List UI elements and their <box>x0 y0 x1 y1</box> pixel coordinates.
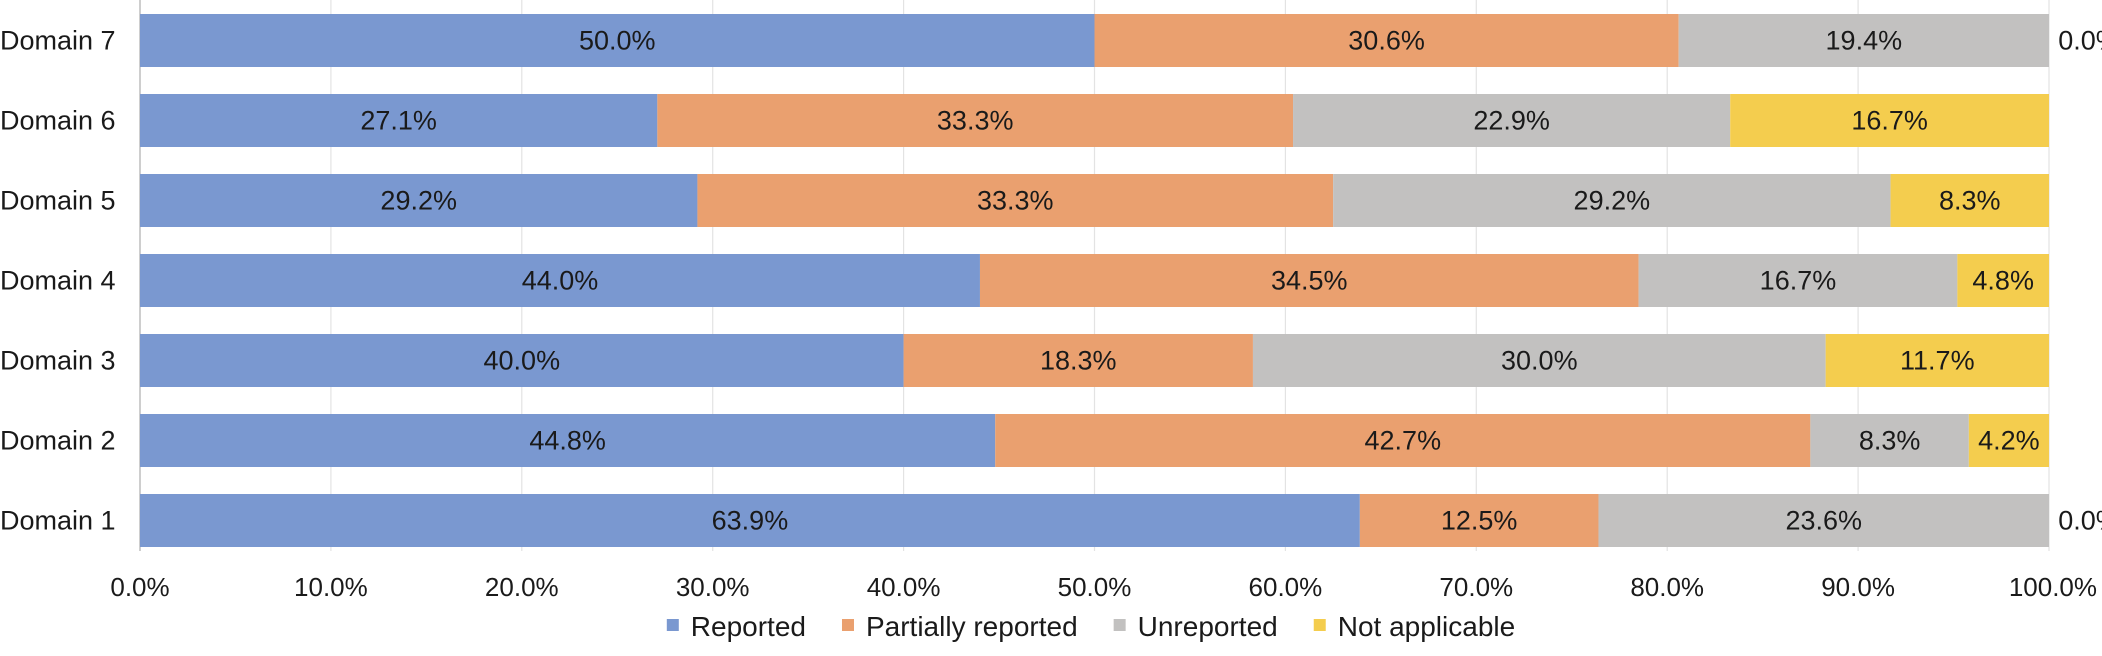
legend-swatch <box>1313 619 1326 631</box>
x-tick-label: 30.0% <box>676 572 750 602</box>
data-label: 12.5% <box>1441 506 1518 536</box>
data-label: 11.7% <box>1900 346 1975 376</box>
data-label: 0.0% <box>2058 26 2102 56</box>
legend-label: Unreported <box>1138 611 1278 642</box>
legend-label: Reported <box>691 611 806 642</box>
bar-segment <box>140 174 698 227</box>
bar-segment <box>1293 94 1731 147</box>
bar-segment <box>140 254 980 307</box>
x-tick-label: 40.0% <box>867 572 941 602</box>
bar-segment <box>903 334 1253 387</box>
legend-swatch <box>1113 619 1126 631</box>
legend-swatch <box>666 619 679 631</box>
data-label: 16.7% <box>1760 266 1837 296</box>
category-label: Domain 1 <box>0 506 116 536</box>
data-labels: 50.0% 30.6% 19.4% 0.0% 27.1% 33.3% 22.9% 16.7% 2… <box>360 26 2102 536</box>
category-label: Domain 2 <box>0 426 116 456</box>
legend: Reported Partially reported Unreported Not … <box>666 611 1515 642</box>
data-label: 42.7% <box>1365 426 1442 456</box>
data-label: 63.9% <box>712 506 789 536</box>
bar-segment <box>140 334 904 387</box>
data-label: 44.8% <box>529 426 606 456</box>
data-label: 33.3% <box>937 106 1014 136</box>
bar-segment <box>697 174 1334 227</box>
data-label: 4.8% <box>1972 266 2034 296</box>
data-label: 8.3% <box>1859 426 1921 456</box>
data-label: 29.2% <box>1574 186 1651 216</box>
x-tick-label: 50.0% <box>1058 572 1132 602</box>
value-axis: 0.0% 10.0% 20.0% 30.0% 40.0% 50.0% 60.0% 70.0% 8… <box>110 572 2097 602</box>
x-tick-label: 70.0% <box>1439 572 1513 602</box>
data-label: 50.0% <box>579 26 656 56</box>
data-label: 22.9% <box>1473 106 1550 136</box>
bar-segment <box>657 94 1294 147</box>
bar-segment <box>995 414 1811 467</box>
bar-segment <box>979 254 1639 307</box>
bar-segment <box>1678 14 2049 67</box>
bar-segment <box>1810 414 1969 467</box>
category-axis: Domain 7 Domain 6 Domain 5 Domain 4 Domain 3… <box>0 26 116 536</box>
bar-segment <box>1333 174 1891 227</box>
x-tick-label: 10.0% <box>294 572 368 602</box>
category-label: Domain 6 <box>0 106 116 136</box>
bar-segment <box>140 94 658 147</box>
category-label: Domain 3 <box>0 346 116 376</box>
data-label: 23.6% <box>1785 506 1862 536</box>
data-label: 29.2% <box>380 186 457 216</box>
x-tick-label: 0.0% <box>110 572 169 602</box>
x-tick-label: 100.0% <box>2009 572 2097 602</box>
data-label: 16.7% <box>1851 106 1928 136</box>
bar-segment <box>1094 14 1679 67</box>
x-tick-label: 20.0% <box>485 572 559 602</box>
category-label: Domain 7 <box>0 26 116 56</box>
data-label: 34.5% <box>1271 266 1348 296</box>
bar-segment <box>140 414 996 467</box>
bar-segment <box>1968 414 2049 467</box>
data-label: 30.0% <box>1501 346 1578 376</box>
bar-segment <box>1957 254 2049 307</box>
x-tick-label: 90.0% <box>1821 572 1895 602</box>
category-label: Domain 4 <box>0 266 116 296</box>
bars <box>140 14 2049 547</box>
data-label: 40.0% <box>484 346 561 376</box>
data-label: 30.6% <box>1348 26 1425 56</box>
data-label: 8.3% <box>1939 186 2001 216</box>
data-label: 27.1% <box>360 106 437 136</box>
data-label: 0.0% <box>2058 506 2102 536</box>
bar-segment <box>1890 174 2049 227</box>
legend-label: Not applicable <box>1338 611 1515 642</box>
bar-segment <box>140 494 1360 547</box>
bar-segment <box>1359 494 1599 547</box>
data-label: 18.3% <box>1040 346 1117 376</box>
bar-segment <box>1638 254 1958 307</box>
data-label: 44.0% <box>522 266 599 296</box>
bar-segment <box>1252 334 1826 387</box>
bar-segment <box>1598 494 2049 547</box>
bar-segment <box>1825 334 2049 387</box>
x-tick-label: 60.0% <box>1249 572 1323 602</box>
bar-segment <box>1730 94 2049 147</box>
data-label: 33.3% <box>977 186 1054 216</box>
data-label: 4.2% <box>1978 426 2040 456</box>
data-label: 19.4% <box>1826 26 1903 56</box>
legend-label: Partially reported <box>866 611 1078 642</box>
bar-segment <box>140 14 1095 67</box>
category-label: Domain 5 <box>0 186 116 216</box>
x-tick-label: 80.0% <box>1630 572 1704 602</box>
legend-swatch <box>841 619 854 631</box>
